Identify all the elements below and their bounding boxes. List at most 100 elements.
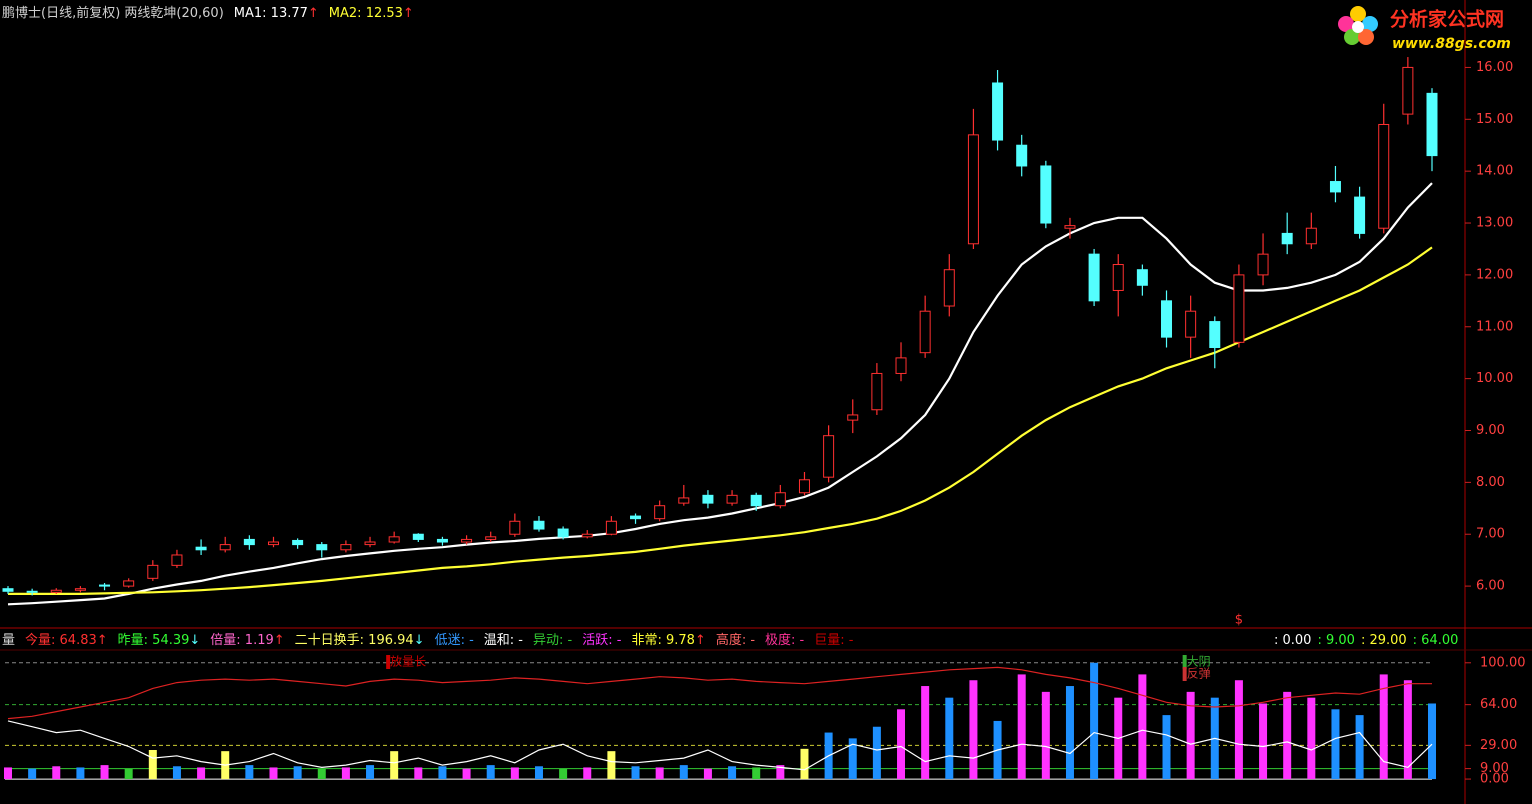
candle-body [630, 515, 642, 520]
volume-bar [848, 738, 857, 780]
volume-bar [945, 697, 954, 780]
candle-body [654, 505, 666, 520]
volume-bar [510, 767, 519, 780]
logo [1338, 6, 1378, 45]
indicator: 非常: 9.78 [631, 633, 694, 648]
candle-body [267, 541, 279, 546]
y-tick-label: 29.00 [1480, 738, 1517, 753]
chart-header: 鹏博士(日线,前复权) 两线乾坤(20,60) MA1: 13.77↑ MA2: 1… [2, 5, 414, 21]
indicator: 巨量: - [814, 633, 854, 648]
indicator: 异动: - [533, 633, 573, 648]
watermark-name: 分析家公式网 [1390, 8, 1504, 31]
watermark-url: www.88gs.com [1392, 36, 1511, 52]
y-tick-label: 6.00 [1476, 579, 1505, 594]
candle-body [316, 544, 328, 551]
y-tick-label: 0.00 [1480, 772, 1509, 787]
candle-body [388, 536, 400, 543]
volume-bar [872, 726, 881, 780]
volume-bar [486, 765, 495, 780]
volume-bar [897, 709, 906, 780]
volume-bar [1331, 709, 1340, 780]
candle-body [171, 554, 183, 566]
volume-bar [366, 765, 375, 780]
candle-body [1112, 264, 1124, 291]
signal-tag [386, 655, 391, 669]
candle-body [895, 357, 907, 374]
y-tick-label: 15.00 [1476, 112, 1513, 127]
indicator: 高度: - [716, 632, 756, 648]
volume-bar [728, 766, 737, 780]
indicator-line [7, 666, 1432, 720]
volume-bar [1234, 680, 1243, 780]
candle-body [1281, 232, 1293, 245]
trend-arrow: ↓ [189, 633, 200, 648]
chart-title: 鹏博士(日线,前复权) 两线乾坤(20,60) [2, 5, 224, 21]
y-tick-label: 13.00 [1476, 216, 1513, 231]
candle-body [1402, 66, 1414, 115]
indicator: 今量: 64.83 [25, 632, 97, 648]
candle-body [967, 134, 979, 245]
y-tick-label: 100.00 [1480, 655, 1526, 670]
candle-body [461, 538, 473, 543]
signal-marker: $ [1235, 613, 1243, 628]
volume-bar [462, 768, 471, 780]
candle-body [557, 528, 569, 538]
indicator: MA2: 12.53 [329, 6, 403, 21]
candle-body [798, 479, 810, 494]
candle-body [99, 584, 111, 587]
trend-arrow: ↓ [414, 633, 425, 648]
candle-body [1257, 253, 1269, 276]
signal-label: 放量长 [390, 654, 426, 669]
volume-bar [969, 680, 978, 780]
candle-body [243, 538, 255, 546]
signal-label: 反弹 [1187, 667, 1211, 681]
candle-body [605, 520, 617, 535]
y-tick-label: 7.00 [1476, 527, 1505, 542]
volume-bar [438, 766, 447, 780]
volume-bar [414, 767, 423, 780]
candle-body [1136, 269, 1148, 286]
volume-bar [1186, 691, 1195, 780]
volume-bar [559, 768, 568, 780]
level-value: : 0.00 [1274, 633, 1311, 648]
indicator: MA1: 13.77 [234, 6, 308, 21]
volume-bar [148, 750, 157, 780]
volume-bar [1041, 691, 1050, 780]
candle-body [292, 539, 304, 546]
candle-body [436, 538, 448, 543]
signal-tag [1182, 667, 1187, 681]
volume-bar [1090, 662, 1099, 780]
volume-bar [1162, 715, 1171, 780]
level-value: : 64.00 [1413, 633, 1459, 648]
trend-arrow: ↑ [308, 6, 319, 21]
volume-bar [752, 767, 761, 780]
candle-body [509, 520, 521, 535]
volume-bar [390, 751, 399, 780]
volume-bar [800, 748, 809, 780]
volume-bar [679, 765, 688, 780]
level-readout: : 0.00: 9.00: 29.00: 64.00 [1274, 633, 1458, 648]
volume-bar [1017, 674, 1026, 780]
candle-body [1040, 165, 1052, 224]
volume-bar [269, 767, 278, 780]
candle-body [50, 589, 62, 593]
volume-bar [28, 768, 37, 780]
volume-bar [1065, 686, 1074, 780]
indicator-line [7, 720, 1433, 771]
volume-bar [245, 765, 254, 780]
volume-bar [655, 767, 664, 780]
volume-bar [293, 766, 302, 780]
y-tick-label: 14.00 [1476, 164, 1513, 179]
signal-label: 大阴 [1187, 655, 1211, 669]
volume-bar [1403, 680, 1412, 780]
volume-bar [341, 767, 350, 780]
volume-bar [52, 766, 61, 780]
indicator: 昨量: 54.39 [118, 633, 190, 648]
volume-bar [631, 766, 640, 780]
candle-body [678, 497, 690, 504]
candle-body [340, 544, 352, 551]
volume-header: 量今量: 64.83↑ 昨量: 54.39↓ 倍量: 1.19↑ 二十日换手: 196… [2, 632, 854, 648]
y-tick-label: 8.00 [1476, 475, 1505, 490]
